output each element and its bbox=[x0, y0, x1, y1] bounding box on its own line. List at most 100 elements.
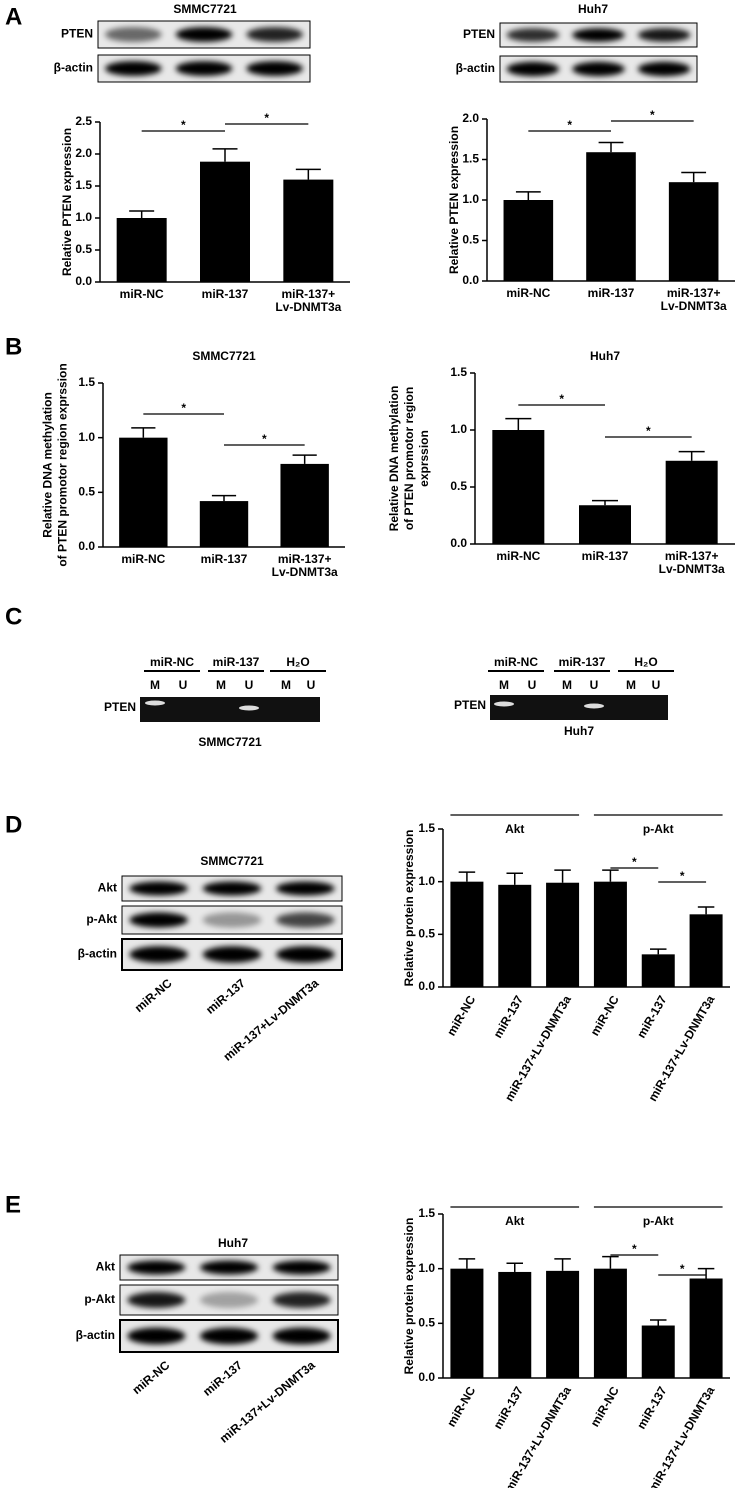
blot-row-label: β-actin bbox=[54, 61, 93, 75]
blot-title: SMMC7721 bbox=[173, 2, 237, 16]
gel-lane: M bbox=[216, 678, 226, 692]
group-label: Akt bbox=[505, 822, 524, 836]
bar bbox=[199, 501, 249, 547]
blot-band bbox=[276, 946, 335, 963]
gel-lane: M bbox=[281, 678, 291, 692]
x-tick-label: miR-137+Lv-DNMT3a bbox=[275, 287, 341, 314]
gel bbox=[140, 697, 320, 722]
bar bbox=[450, 881, 484, 987]
bar bbox=[280, 463, 329, 547]
bar bbox=[689, 914, 723, 987]
blot-band bbox=[127, 1292, 186, 1308]
blot-band bbox=[127, 1260, 186, 1275]
blot-row-label: PTEN bbox=[61, 27, 93, 41]
blot-row-label: β-actin bbox=[78, 947, 117, 961]
blot-row-label: p-Akt bbox=[84, 1292, 115, 1306]
gel-caption: SMMC7721 bbox=[198, 735, 262, 749]
blot-band bbox=[272, 1292, 331, 1308]
gel-lane: M bbox=[562, 678, 572, 692]
blot-band bbox=[105, 61, 162, 76]
blot-title: SMMC7721 bbox=[200, 854, 264, 868]
y-axis-label: Relative PTEN expression bbox=[60, 128, 74, 276]
y-tick-label: 1.5 bbox=[450, 365, 467, 379]
significance-label: * bbox=[559, 392, 564, 406]
gel-group: miR-NC bbox=[494, 655, 538, 669]
gel-label: PTEN bbox=[104, 700, 136, 714]
y-tick-label: 0.5 bbox=[450, 479, 467, 493]
gel-lane: M bbox=[499, 678, 509, 692]
x-tick-label: miR-137 bbox=[201, 552, 248, 566]
gel-group: miR-137 bbox=[213, 655, 260, 669]
bar bbox=[546, 882, 580, 987]
significance-label: * bbox=[181, 401, 186, 415]
y-tick-label: 0.5 bbox=[418, 1316, 435, 1330]
x-tick-label: miR-NC bbox=[120, 287, 164, 301]
x-tick-label: miR-137+Lv-DNMT3a bbox=[661, 286, 727, 313]
significance-label: * bbox=[567, 118, 572, 132]
x-tick-label: miR-NC bbox=[444, 1384, 478, 1429]
x-tick-label: miR-137 bbox=[588, 286, 635, 300]
significance-label: * bbox=[262, 432, 267, 446]
bar bbox=[498, 884, 532, 987]
gel-band bbox=[494, 701, 514, 707]
lane-label: miR-137 bbox=[200, 1358, 245, 1399]
y-tick-label: 0.0 bbox=[462, 273, 479, 287]
bar bbox=[492, 430, 545, 544]
blot-band bbox=[246, 27, 303, 42]
bar bbox=[593, 881, 627, 987]
bar bbox=[668, 182, 719, 281]
blot-band bbox=[202, 912, 262, 928]
blot-band bbox=[199, 1327, 259, 1345]
gel-band bbox=[584, 703, 604, 709]
x-tick-label: miR-NC bbox=[588, 993, 622, 1038]
blot-band bbox=[202, 881, 262, 896]
y-axis-label: Relative PTEN expression bbox=[447, 126, 461, 274]
panel-label: D bbox=[5, 811, 22, 838]
bar bbox=[503, 200, 554, 281]
x-tick-label: miR-137 bbox=[582, 549, 629, 563]
blot-title: Huh7 bbox=[218, 1236, 248, 1250]
gel-lane: U bbox=[179, 678, 188, 692]
blot-band bbox=[272, 1327, 331, 1345]
y-tick-label: 1.0 bbox=[450, 422, 467, 436]
x-tick-label: miR-NC bbox=[496, 549, 540, 563]
gel-lane: U bbox=[307, 678, 316, 692]
blot-band bbox=[175, 61, 233, 76]
bar bbox=[119, 437, 168, 547]
significance-label: * bbox=[646, 424, 651, 438]
y-tick-label: 1.5 bbox=[78, 375, 95, 389]
x-tick-label: miR-NC bbox=[444, 993, 478, 1038]
gel bbox=[490, 695, 668, 720]
chart-title: Huh7 bbox=[590, 349, 620, 363]
significance-label: * bbox=[632, 1242, 637, 1256]
gel-band bbox=[145, 700, 165, 706]
y-axis-label: Relative DNA methylationof PTEN promotor… bbox=[387, 386, 431, 532]
bar bbox=[579, 505, 631, 544]
significance-label: * bbox=[181, 118, 186, 132]
gel-lane: U bbox=[245, 678, 254, 692]
y-tick-label: 1.0 bbox=[462, 192, 479, 206]
x-tick-label: miR-137+Lv-DNMT3a bbox=[272, 552, 338, 579]
y-tick-label: 0.0 bbox=[75, 274, 92, 288]
blot-band bbox=[199, 1292, 259, 1308]
bar bbox=[641, 954, 675, 987]
y-tick-label: 0.5 bbox=[75, 242, 92, 256]
bar bbox=[641, 1325, 675, 1378]
y-tick-label: 1.0 bbox=[75, 210, 92, 224]
x-tick-label: miR-137+Lv-DNMT3a bbox=[659, 549, 725, 576]
blot-title: Huh7 bbox=[578, 2, 608, 16]
group-label: p-Akt bbox=[643, 822, 674, 836]
bar bbox=[200, 161, 250, 282]
gel-group: H₂O bbox=[634, 655, 657, 669]
gel-band bbox=[239, 705, 259, 711]
gel-lane: U bbox=[590, 678, 599, 692]
blot-band bbox=[129, 912, 189, 928]
x-tick-label: miR-NC bbox=[588, 1384, 622, 1429]
y-tick-label: 0.5 bbox=[78, 485, 95, 499]
blot-band bbox=[246, 61, 303, 76]
y-tick-label: 1.5 bbox=[418, 1206, 435, 1220]
y-tick-label: 2.5 bbox=[75, 114, 92, 128]
significance-label: * bbox=[680, 1262, 685, 1276]
chart-title: SMMC7721 bbox=[192, 349, 256, 363]
